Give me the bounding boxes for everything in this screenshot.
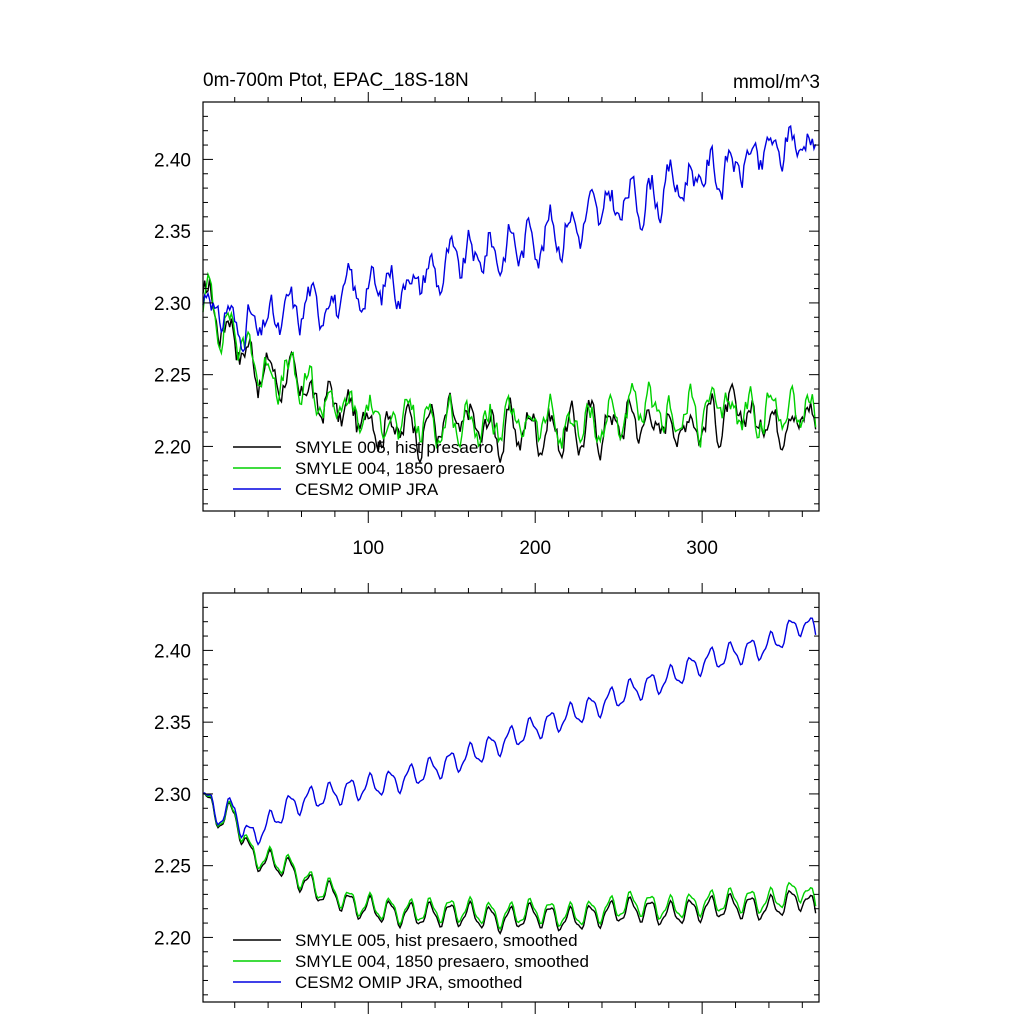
- series-lines: [202, 617, 817, 935]
- legend-label: SMYLE 004, 1850 presaero, smoothed: [295, 952, 589, 971]
- legend-label: SMYLE 004, 1850 presaero: [295, 459, 505, 478]
- y-tick-label: 2.35: [154, 713, 191, 734]
- y-tick-label: 2.25: [154, 366, 191, 387]
- series-lines: [202, 124, 817, 464]
- series-line-2: [202, 124, 817, 353]
- chart-title: 0m-700m Ptot, EPAC_18S-18N: [203, 70, 469, 91]
- plot-frame: [202, 101, 820, 512]
- units-label: mmol/m^3: [733, 72, 820, 93]
- y-tick-label: 2.30: [154, 294, 191, 315]
- y-tick-label: 2.30: [154, 785, 191, 806]
- plot-frame: [202, 592, 820, 1003]
- legend-label: SMYLE 005, hist presaero, smoothed: [295, 931, 578, 950]
- legend: SMYLE 005, hist presaero SMYLE 004, 1850 …: [233, 438, 505, 499]
- x-tick-label: 200: [519, 538, 551, 559]
- axis-ticks: 2.20 2.25 2.30 2.35 2.40 100 200 300: [154, 92, 819, 559]
- y-tick-label: 2.20: [154, 928, 191, 949]
- y-tick-label: 2.35: [154, 222, 191, 243]
- y-tick-label: 2.40: [154, 641, 191, 662]
- y-tick-label: 2.25: [154, 857, 191, 878]
- series-line-0: [202, 792, 817, 935]
- legend-label: CESM2 OMIP JRA, smoothed: [295, 973, 522, 992]
- y-tick-label: 2.20: [154, 437, 191, 458]
- bottom-panel: 2.20 2.25 2.30 2.35 2.40 SMYLE 005, hist pre…: [154, 583, 820, 1014]
- x-tick-label: 100: [352, 538, 384, 559]
- y-tick-label: 2.40: [154, 150, 191, 171]
- series-line-1: [202, 792, 817, 931]
- top-panel: 0m-700m Ptot, EPAC_18S-18N mmol/m^3 2.20…: [154, 70, 820, 559]
- x-tick-label: 300: [686, 538, 718, 559]
- legend-label: SMYLE 005, hist presaero: [295, 438, 493, 457]
- axis-ticks: 2.20 2.25 2.30 2.35 2.40: [154, 583, 819, 1014]
- series-line-2: [202, 617, 817, 846]
- legend: SMYLE 005, hist presaero, smoothed SMYLE …: [233, 931, 589, 992]
- legend-label: CESM2 OMIP JRA: [295, 480, 439, 499]
- series-line-1: [202, 271, 817, 449]
